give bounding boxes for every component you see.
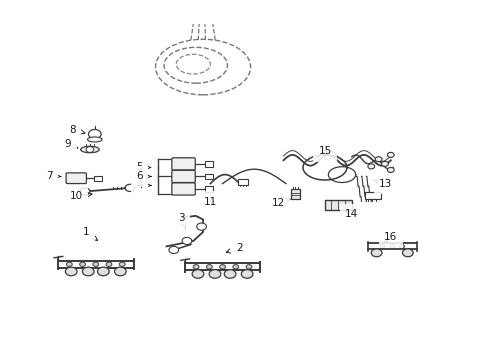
Text: 2: 2	[226, 243, 243, 253]
Bar	[204, 174, 213, 179]
Text: 13: 13	[373, 179, 392, 189]
Circle shape	[224, 270, 236, 278]
Text: 6: 6	[136, 171, 151, 181]
Circle shape	[88, 130, 101, 139]
Circle shape	[80, 188, 90, 195]
Ellipse shape	[87, 137, 102, 142]
Circle shape	[209, 270, 221, 278]
Circle shape	[381, 161, 387, 166]
Circle shape	[379, 244, 384, 248]
Text: 12: 12	[271, 198, 290, 208]
Circle shape	[196, 223, 206, 230]
FancyBboxPatch shape	[171, 183, 195, 195]
Circle shape	[82, 267, 94, 276]
Text: 9: 9	[64, 139, 78, 149]
Circle shape	[193, 265, 199, 269]
Circle shape	[386, 167, 393, 172]
Circle shape	[402, 249, 412, 257]
Circle shape	[367, 164, 374, 169]
Bar	[204, 186, 213, 192]
Circle shape	[232, 265, 238, 269]
Bar	[94, 176, 102, 181]
Circle shape	[389, 244, 394, 248]
Circle shape	[119, 262, 125, 266]
Circle shape	[399, 244, 404, 248]
Circle shape	[206, 265, 212, 269]
Text: 7: 7	[46, 171, 61, 181]
Bar	[237, 179, 248, 185]
Circle shape	[386, 152, 393, 157]
Circle shape	[86, 147, 94, 152]
Circle shape	[66, 262, 72, 266]
Text: 4: 4	[136, 180, 151, 190]
Circle shape	[97, 267, 109, 276]
Circle shape	[93, 262, 99, 266]
Ellipse shape	[81, 146, 99, 153]
Text: 16: 16	[383, 232, 397, 243]
FancyBboxPatch shape	[66, 173, 86, 184]
Circle shape	[192, 270, 203, 278]
Text: 5: 5	[136, 162, 151, 172]
Circle shape	[80, 262, 85, 266]
Text: 3: 3	[178, 213, 185, 228]
Circle shape	[245, 265, 251, 269]
Circle shape	[241, 270, 252, 278]
Text: 11: 11	[203, 197, 217, 207]
Circle shape	[219, 265, 225, 269]
Text: 8: 8	[69, 125, 85, 135]
Circle shape	[125, 184, 135, 192]
Circle shape	[370, 249, 381, 257]
Bar	[325, 200, 351, 211]
Text: 10: 10	[70, 191, 92, 201]
Bar	[204, 161, 213, 167]
Text: 15: 15	[318, 146, 331, 157]
Circle shape	[114, 267, 126, 276]
Circle shape	[106, 262, 112, 266]
Circle shape	[374, 157, 381, 162]
Text: 1: 1	[82, 227, 98, 240]
Circle shape	[65, 267, 77, 276]
Bar	[365, 192, 380, 199]
Circle shape	[182, 237, 191, 244]
FancyBboxPatch shape	[171, 170, 195, 183]
Circle shape	[168, 246, 178, 253]
FancyBboxPatch shape	[171, 158, 195, 170]
Bar	[291, 189, 300, 199]
Text: 14: 14	[345, 209, 358, 219]
